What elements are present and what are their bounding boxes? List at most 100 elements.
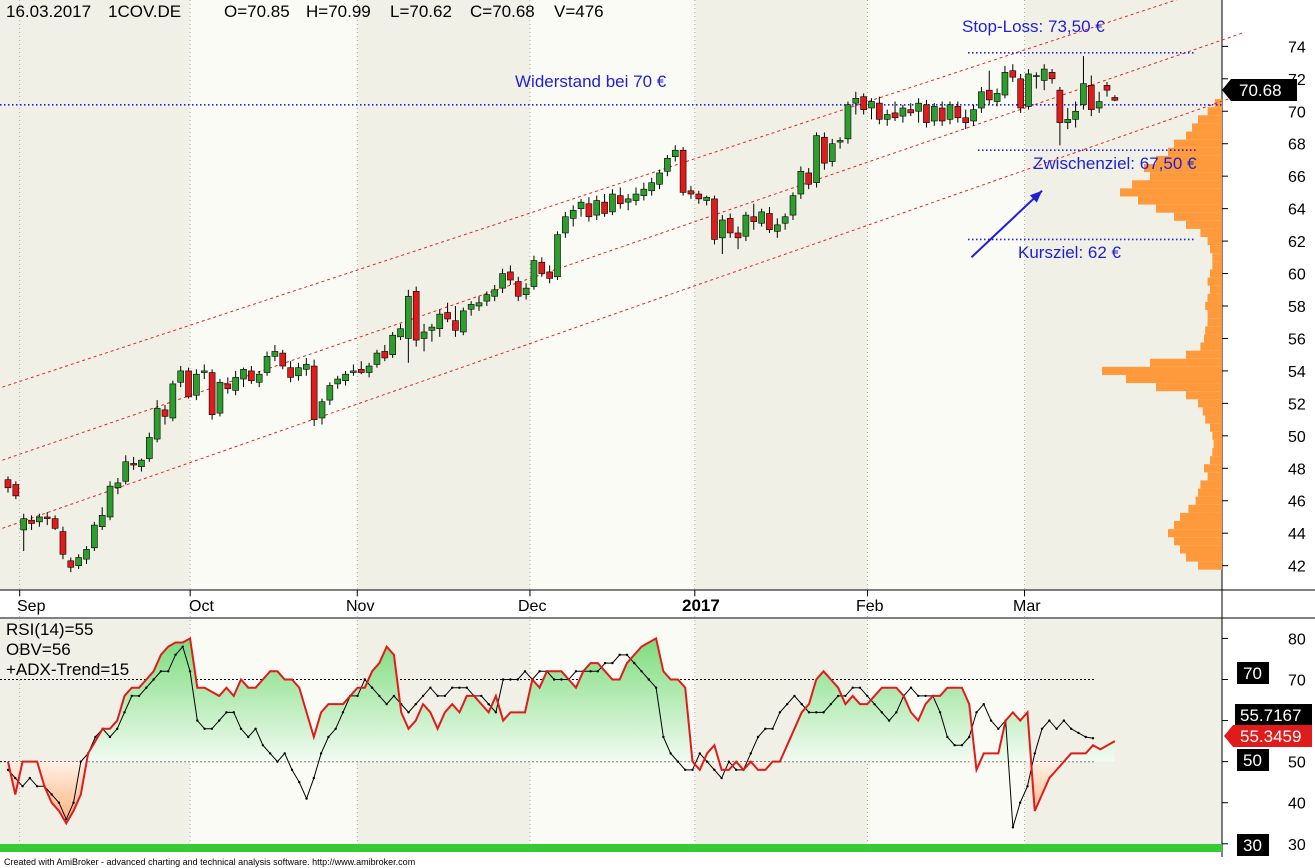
volume-profile-bar bbox=[1198, 561, 1222, 570]
obv-point bbox=[851, 686, 854, 689]
obv-point bbox=[65, 817, 68, 821]
obv-point bbox=[800, 702, 803, 706]
volume-profile-bar bbox=[1212, 431, 1222, 440]
obv-point bbox=[21, 785, 24, 788]
candle-down bbox=[585, 203, 593, 218]
obv-point bbox=[793, 694, 796, 698]
volume-profile-bar bbox=[1186, 220, 1222, 229]
candle-up bbox=[1080, 83, 1087, 106]
obv-point bbox=[997, 727, 1000, 730]
candle-up bbox=[703, 196, 710, 201]
obv-point bbox=[909, 686, 913, 689]
candle-down bbox=[357, 368, 365, 373]
obv-point bbox=[887, 719, 891, 722]
candle-up bbox=[758, 211, 765, 224]
volume-profile-bar bbox=[1150, 358, 1222, 367]
obv-point bbox=[836, 694, 840, 698]
volume-profile-bar bbox=[1212, 253, 1222, 262]
obv-point bbox=[778, 711, 782, 714]
intermediate-target-label: Zwischenziel: 67,50 € bbox=[1033, 154, 1197, 173]
candle-down bbox=[185, 370, 192, 398]
candle-down bbox=[514, 281, 522, 297]
candle-down bbox=[208, 372, 216, 416]
obv-point bbox=[669, 752, 672, 755]
obv-point bbox=[130, 694, 133, 698]
obv-point bbox=[654, 686, 658, 689]
obv-point bbox=[35, 785, 39, 788]
volume-profile-bar bbox=[1198, 115, 1222, 124]
obv-point bbox=[501, 678, 505, 681]
obv-point bbox=[858, 686, 862, 689]
candle-down bbox=[876, 102, 883, 120]
obv-point bbox=[1069, 727, 1073, 730]
candle-up bbox=[240, 368, 247, 380]
gridlines bbox=[19, 0, 1025, 852]
obv-point bbox=[516, 678, 519, 681]
y-tick-label: 52 bbox=[1288, 396, 1306, 413]
obv-point bbox=[334, 727, 337, 730]
candle-up bbox=[75, 557, 82, 566]
header: 16.03.2017 1COV.DE O=70.85 H=70.99 L=70.… bbox=[6, 2, 604, 21]
volume-profile-bar bbox=[1168, 147, 1222, 156]
volume-profile-bar bbox=[1186, 350, 1222, 359]
candle-up bbox=[114, 482, 122, 489]
rsi-fill-above bbox=[8, 638, 1115, 762]
candle-down bbox=[224, 383, 232, 390]
candle-up bbox=[836, 140, 844, 143]
obv-point bbox=[734, 768, 738, 772]
candle-down bbox=[1056, 89, 1064, 123]
volume-profile-bar bbox=[1210, 423, 1222, 432]
level-50-text: 50 bbox=[1243, 751, 1262, 770]
obv-point bbox=[538, 670, 541, 673]
obv-point bbox=[116, 727, 119, 730]
month-band bbox=[190, 0, 358, 590]
volume-profile-bar bbox=[1207, 472, 1222, 481]
adx-label: +ADX-Trend=15 bbox=[6, 660, 129, 679]
candle-up bbox=[789, 195, 797, 216]
obv-point bbox=[1084, 735, 1087, 739]
obv-point bbox=[480, 694, 483, 698]
obv-point bbox=[611, 661, 614, 665]
candle-down bbox=[711, 198, 718, 240]
candle-up bbox=[1040, 68, 1048, 81]
volume-profile-bar bbox=[1132, 180, 1222, 189]
candle-up bbox=[365, 365, 373, 373]
month-band bbox=[357, 0, 530, 590]
month-label: Sep bbox=[17, 598, 46, 615]
footer-credit: Created with AmiBroker - advanced charti… bbox=[4, 857, 415, 867]
candle-up bbox=[169, 383, 177, 419]
obv-point bbox=[633, 661, 636, 665]
candle-up bbox=[719, 219, 726, 239]
candle-up bbox=[993, 93, 1001, 102]
last-price-badge: 70.68 bbox=[1222, 79, 1297, 101]
candle-up bbox=[20, 518, 28, 531]
obv-point bbox=[720, 776, 723, 780]
candle-down bbox=[28, 519, 35, 524]
volume-profile-bar bbox=[1102, 366, 1222, 375]
candle-up bbox=[389, 334, 396, 355]
volume-profile-bar bbox=[1207, 277, 1222, 286]
candle-down bbox=[279, 352, 287, 367]
candle-down bbox=[687, 190, 695, 195]
obv-point bbox=[880, 711, 884, 714]
volume-profile-bar bbox=[1186, 391, 1222, 400]
candle-up bbox=[499, 273, 506, 289]
obv-point bbox=[327, 735, 330, 739]
volume-profile-bar bbox=[1200, 228, 1222, 238]
candle-up bbox=[609, 193, 616, 213]
candle-up bbox=[98, 515, 106, 528]
candle-up bbox=[656, 172, 663, 185]
candle-up bbox=[420, 331, 428, 339]
stop-loss-label: Stop-Loss: 73,50 € bbox=[962, 17, 1105, 36]
obv-point bbox=[72, 801, 75, 804]
candle-up bbox=[373, 352, 381, 365]
volume-profile-bar bbox=[1198, 399, 1222, 408]
y-tick-label: 68 bbox=[1288, 137, 1306, 154]
obv-point bbox=[429, 686, 432, 689]
obv-point bbox=[1026, 785, 1029, 788]
candle-down bbox=[938, 107, 946, 122]
obv-point bbox=[771, 727, 774, 730]
level-30-badge bbox=[1237, 834, 1269, 856]
candle-down bbox=[985, 89, 993, 101]
